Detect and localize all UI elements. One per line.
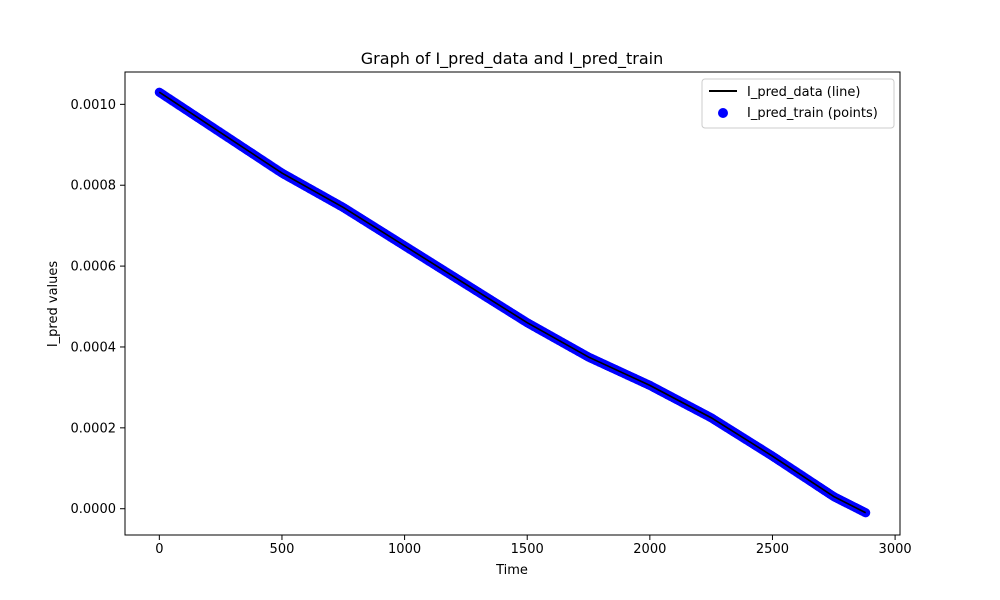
legend-box <box>701 78 895 129</box>
x-tick-label: 2500 <box>756 542 789 557</box>
legend-label-line: I_pred_data (line) <box>747 85 860 100</box>
train-point <box>861 508 871 518</box>
y-tick-label: 0.0000 <box>71 502 117 517</box>
y-tick-label: 0.0008 <box>71 179 117 194</box>
y-tick-label: 0.0004 <box>71 340 117 355</box>
x-tick-label: 2000 <box>633 542 666 557</box>
plot-frame <box>124 71 901 536</box>
x-tick-label: 500 <box>270 542 295 557</box>
plot-marks <box>154 87 871 518</box>
legend: I_pred_data (line) I_pred_train (points) <box>701 78 895 129</box>
chart-title: Graph of I_pred_data and I_pred_train <box>361 49 663 69</box>
y-axis: 0.0000 0.0002 0.0004 0.0006 0.0008 0.0010 <box>71 98 125 517</box>
data-line <box>158 91 867 514</box>
y-axis-label: I_pred values <box>46 261 61 348</box>
legend-point-swatch <box>718 108 728 118</box>
x-tick-label: 1000 <box>388 542 421 557</box>
legend-label-points: I_pred_train (points) <box>747 106 878 121</box>
x-tick-label: 0 <box>155 542 163 557</box>
x-axis-label: Time <box>495 563 528 578</box>
y-tick-label: 0.0002 <box>71 421 117 436</box>
x-tick-label: 1500 <box>511 542 544 557</box>
y-tick-label: 0.0006 <box>71 260 117 275</box>
y-tick-label: 0.0010 <box>71 98 117 113</box>
x-tick-label: 3000 <box>879 542 912 557</box>
x-axis: 0 500 1000 1500 2000 2500 3000 <box>155 535 912 557</box>
